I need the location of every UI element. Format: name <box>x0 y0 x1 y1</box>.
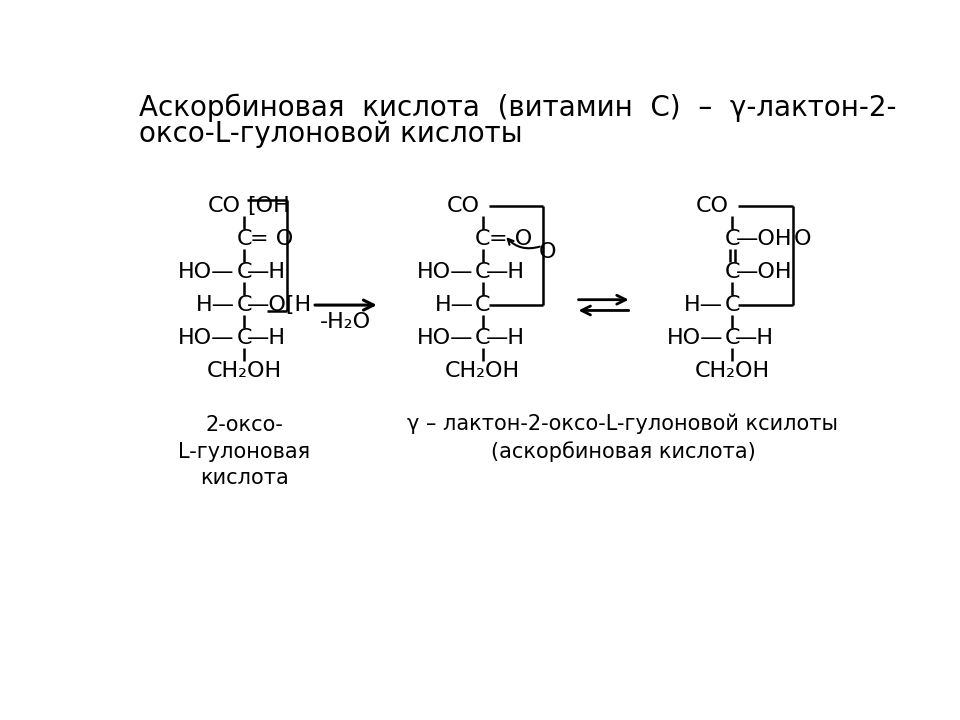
Text: CO: CO <box>446 196 480 216</box>
Text: CO: CO <box>208 196 241 216</box>
Text: HO—: HO— <box>417 262 473 282</box>
Text: C: C <box>725 229 740 249</box>
Text: —H: —H <box>247 262 286 282</box>
Text: γ – лактон-2-оксо-L-гулоновой ксилоты
(аскорбиновая кислота): γ – лактон-2-оксо-L-гулоновой ксилоты (а… <box>407 414 838 462</box>
Text: -H₂O: -H₂O <box>320 312 372 332</box>
Text: Аскорбиновая  кислота  (витамин  С)  –  γ-лактон-2-: Аскорбиновая кислота (витамин С) – γ-лак… <box>139 94 897 122</box>
Text: —H: —H <box>486 262 525 282</box>
Text: HO—: HO— <box>417 328 473 348</box>
Text: C: C <box>475 328 491 348</box>
Text: C: C <box>236 262 252 282</box>
Text: CH₂OH: CH₂OH <box>206 361 281 382</box>
Text: C: C <box>236 328 252 348</box>
Text: C: C <box>236 229 252 249</box>
Text: —OH: —OH <box>736 262 793 282</box>
Text: H—: H— <box>434 295 473 315</box>
Text: C: C <box>475 262 491 282</box>
Text: HO—: HO— <box>179 262 234 282</box>
Text: C: C <box>725 328 740 348</box>
Text: оксо-L-гулоновой кислоты: оксо-L-гулоновой кислоты <box>139 120 523 148</box>
Text: C: C <box>725 295 740 315</box>
Text: CO: CO <box>696 196 730 216</box>
Text: C: C <box>475 295 491 315</box>
Text: —H: —H <box>486 328 525 348</box>
Text: —H: —H <box>735 328 775 348</box>
Text: CH₂OH: CH₂OH <box>695 361 770 382</box>
Text: C: C <box>725 262 740 282</box>
Text: —OH: —OH <box>736 229 793 249</box>
Text: —O[H: —O[H <box>247 295 312 315</box>
Text: = O: = O <box>489 229 532 249</box>
Text: CH₂OH: CH₂OH <box>445 361 520 382</box>
Text: C: C <box>475 229 491 249</box>
Text: O: O <box>794 229 811 249</box>
Text: HO—: HO— <box>179 328 234 348</box>
Text: —H: —H <box>247 328 286 348</box>
Text: H—: H— <box>684 295 723 315</box>
Text: 2-оксо-
L-гулоновая
кислота: 2-оксо- L-гулоновая кислота <box>178 415 310 488</box>
Text: [OH: [OH <box>247 196 290 216</box>
Text: O: O <box>540 242 557 262</box>
Text: = O: = O <box>251 229 294 249</box>
Text: C: C <box>236 295 252 315</box>
Text: HO—: HO— <box>666 328 723 348</box>
Text: H—: H— <box>196 295 234 315</box>
